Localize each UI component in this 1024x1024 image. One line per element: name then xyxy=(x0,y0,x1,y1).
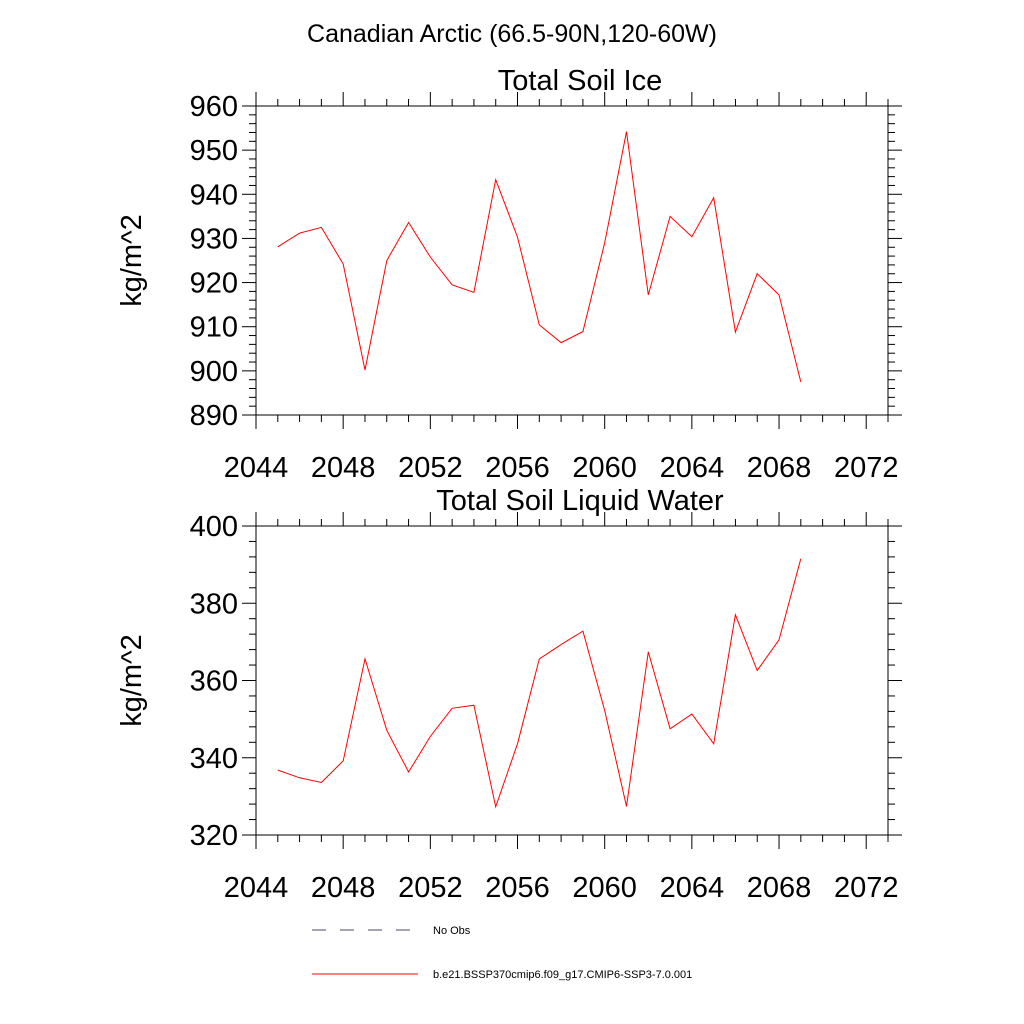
y-tick-label: 900 xyxy=(190,356,238,388)
x-tick-label: 2052 xyxy=(398,872,463,904)
y-tick-label: 960 xyxy=(190,91,238,123)
x-tick-label: 2048 xyxy=(311,872,376,904)
y-tick-label: 950 xyxy=(190,135,238,167)
panel-title: Total Soil Ice xyxy=(498,65,662,97)
y-tick-label: 910 xyxy=(190,312,238,344)
x-tick-label: 2056 xyxy=(485,452,550,484)
figure-title: Canadian Arctic (66.5-90N,120-60W) xyxy=(307,20,717,48)
x-tick-label: 2044 xyxy=(224,872,289,904)
y-tick-label: 920 xyxy=(190,268,238,300)
panel-title: Total Soil Liquid Water xyxy=(436,485,724,517)
y-tick-label: 890 xyxy=(190,400,238,432)
x-tick-label: 2072 xyxy=(834,452,899,484)
legend-label-series: b.e21.BSSP370cmip6.f09_g17.CMIP6-SSP3-7.… xyxy=(433,969,692,981)
x-tick-label: 2060 xyxy=(572,872,637,904)
legend: No Obs b.e21.BSSP370cmip6.f09_g17.CMIP6-… xyxy=(312,925,692,981)
x-tick-label: 2056 xyxy=(485,872,550,904)
series-line xyxy=(277,131,802,383)
x-tick-label: 2068 xyxy=(747,872,812,904)
panel-1: Total Soil Ice 890 900 910 920 930 940 950 960 20… xyxy=(116,65,902,484)
y-tick-label: 380 xyxy=(190,588,238,620)
y-tick-label: 930 xyxy=(190,223,238,255)
y-tick-label: 400 xyxy=(190,511,238,543)
plot-frame xyxy=(255,105,889,416)
y-axis-label: kg/m^2 xyxy=(116,214,148,307)
y-tick-label: 360 xyxy=(190,666,238,698)
series-line xyxy=(277,558,802,809)
y-tick-label: 940 xyxy=(190,179,238,211)
x-tick-label: 2072 xyxy=(834,872,899,904)
y-axis-label: kg/m^2 xyxy=(116,634,148,727)
legend-label-no-obs: No Obs xyxy=(433,925,471,937)
x-tick-label: 2044 xyxy=(224,452,289,484)
plot-area: Total Soil Ice 890 900 910 920 930 940 950 960 20… xyxy=(116,65,902,904)
plot-frame xyxy=(255,525,889,836)
x-tick-label: 2064 xyxy=(660,452,725,484)
x-tick-label: 2060 xyxy=(572,452,637,484)
x-tick-label: 2064 xyxy=(660,872,725,904)
x-tick-label: 2052 xyxy=(398,452,463,484)
x-tick-label: 2068 xyxy=(747,452,812,484)
y-tick-label: 340 xyxy=(190,743,238,775)
x-tick-label: 2048 xyxy=(311,452,376,484)
panel-2: Total Soil Liquid Water 320 340 360 380 400 20… xyxy=(116,485,902,904)
y-tick-label: 320 xyxy=(190,820,238,852)
